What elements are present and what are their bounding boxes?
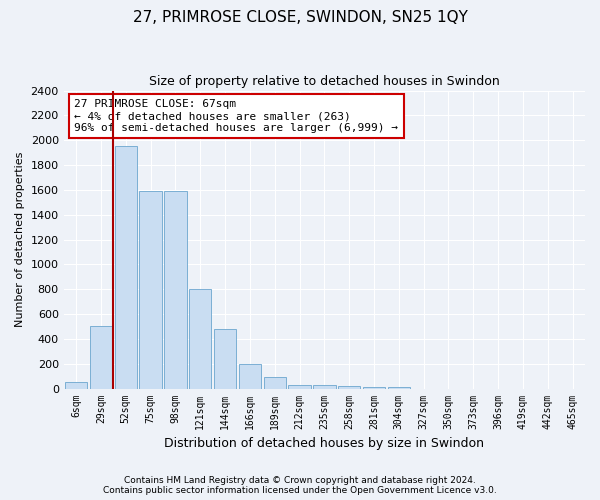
Bar bbox=[214, 329, 236, 388]
X-axis label: Distribution of detached houses by size in Swindon: Distribution of detached houses by size … bbox=[164, 437, 484, 450]
Bar bbox=[263, 378, 286, 388]
Text: 27 PRIMROSE CLOSE: 67sqm
← 4% of detached houses are smaller (263)
96% of semi-d: 27 PRIMROSE CLOSE: 67sqm ← 4% of detache… bbox=[74, 100, 398, 132]
Bar bbox=[338, 386, 361, 388]
Bar bbox=[388, 387, 410, 388]
Y-axis label: Number of detached properties: Number of detached properties bbox=[15, 152, 25, 327]
Text: Contains HM Land Registry data © Crown copyright and database right 2024.
Contai: Contains HM Land Registry data © Crown c… bbox=[103, 476, 497, 495]
Bar bbox=[189, 289, 211, 388]
Bar bbox=[115, 146, 137, 388]
Bar bbox=[313, 386, 335, 388]
Bar bbox=[90, 326, 112, 388]
Bar bbox=[139, 191, 162, 388]
Title: Size of property relative to detached houses in Swindon: Size of property relative to detached ho… bbox=[149, 75, 500, 88]
Bar bbox=[363, 386, 385, 388]
Bar bbox=[65, 382, 87, 388]
Text: 27, PRIMROSE CLOSE, SWINDON, SN25 1QY: 27, PRIMROSE CLOSE, SWINDON, SN25 1QY bbox=[133, 10, 467, 25]
Bar bbox=[239, 364, 261, 388]
Bar bbox=[289, 385, 311, 388]
Bar bbox=[164, 191, 187, 388]
